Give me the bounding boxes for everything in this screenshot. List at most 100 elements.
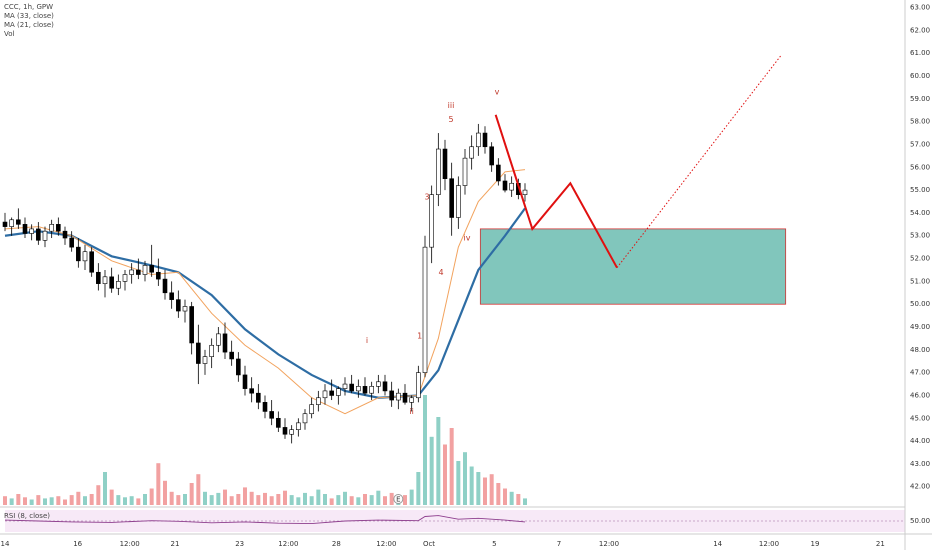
volume-bar (163, 480, 167, 505)
volume-bar (369, 495, 374, 505)
volume-bar (9, 498, 14, 505)
volume-bar (316, 489, 321, 505)
event-marker (393, 494, 404, 504)
candle-body (289, 429, 294, 435)
candle-body (429, 194, 434, 248)
wave-label: iii (448, 101, 455, 110)
volume-bar (283, 490, 287, 505)
candle-body (202, 356, 208, 364)
y-tick-label: 60.00 (910, 72, 930, 80)
x-tick-label: 14 (713, 540, 722, 548)
y-tick-label: 47.00 (910, 369, 930, 377)
volume-bar (43, 498, 47, 505)
candle-body (49, 224, 54, 232)
candle-body (349, 383, 354, 392)
volume-bar (516, 494, 521, 505)
chart-title: CCC, 1h, GPW (4, 3, 53, 11)
x-tick-label: 12:00 (278, 540, 298, 548)
candle-body (496, 164, 501, 182)
candle-body (456, 185, 461, 218)
candle-body (209, 344, 214, 357)
volume-bar (129, 496, 134, 505)
volume-bar (423, 395, 427, 505)
candle-body (189, 306, 194, 344)
x-tick-label: 16 (73, 540, 82, 548)
y-tick-label: 62.00 (910, 26, 930, 34)
y-tick-label: 45.00 (910, 414, 930, 422)
candle-body (382, 381, 388, 392)
volume-bar (63, 499, 67, 505)
candle-body (329, 390, 334, 396)
volume-bar (349, 496, 354, 505)
volume-bar (23, 497, 27, 505)
y-tick-label: 61.00 (910, 49, 930, 57)
ma-line (4, 207, 526, 399)
y-tick-label: 58.00 (910, 118, 930, 126)
rsi-tick-label: 50.00 (910, 517, 930, 525)
volume-bar (103, 472, 107, 505)
volume-bar (209, 495, 214, 505)
volume-bar (36, 495, 41, 505)
candle-body (269, 411, 274, 419)
volume-bar (276, 494, 281, 505)
volume-bar (83, 496, 87, 505)
volume-bar (429, 436, 434, 505)
volume-bar (249, 491, 254, 505)
candle-body (422, 246, 428, 373)
y-tick-label: 53.00 (910, 232, 930, 240)
candle-body (509, 182, 514, 191)
wave-label: 5 (448, 115, 453, 124)
candle-body (389, 390, 394, 401)
x-tick-label: 28 (332, 540, 341, 548)
x-tick-label: 19 (811, 540, 820, 548)
volume-bar (356, 497, 361, 505)
ma-line (4, 169, 526, 415)
volume-bar (203, 491, 207, 505)
candle-body (409, 397, 414, 403)
candle-body (149, 265, 154, 273)
candle-body (29, 228, 34, 234)
volume-bar (443, 444, 447, 505)
candle-body (502, 180, 508, 191)
candle-body (449, 178, 454, 218)
candle-body (396, 392, 401, 401)
volume-bar (223, 489, 227, 505)
candle-body (436, 148, 441, 195)
candle-body (276, 417, 281, 428)
candle-body (229, 351, 234, 360)
volume-bar (176, 495, 181, 505)
candle-body (22, 224, 28, 234)
legend-entry: MA (33, close) (4, 12, 54, 20)
legend-entry: Vol (4, 30, 15, 38)
wave-label: iv (464, 234, 471, 243)
wave-label: ii (409, 407, 413, 416)
candle-body (116, 281, 121, 289)
candle-body (96, 271, 101, 284)
candle-body (376, 381, 381, 387)
volume-bar (169, 491, 174, 505)
y-tick-label: 42.00 (910, 483, 930, 491)
y-tick-label: 56.00 (910, 163, 930, 171)
volume-bar (109, 489, 114, 505)
volume-bar (89, 494, 94, 505)
candle-body (89, 251, 94, 273)
volume-bar (123, 497, 127, 505)
volume-bar (496, 483, 501, 505)
x-tick-label: 12:00 (376, 540, 396, 548)
volume-bar (229, 496, 234, 505)
candle-body (182, 306, 188, 312)
volume-bar (269, 496, 274, 505)
volume-bar (196, 474, 201, 505)
volume-bar (136, 498, 141, 505)
volume-bar (363, 494, 367, 505)
candle-body (402, 392, 408, 403)
volume-bar (189, 483, 194, 505)
rsi-line (4, 515, 526, 524)
volume-bar (289, 495, 294, 505)
volume-bar (469, 466, 474, 505)
target-zone (479, 228, 787, 305)
volume-bar (403, 495, 407, 505)
volume-bar (16, 494, 21, 505)
x-tick-label: 7 (557, 540, 561, 548)
